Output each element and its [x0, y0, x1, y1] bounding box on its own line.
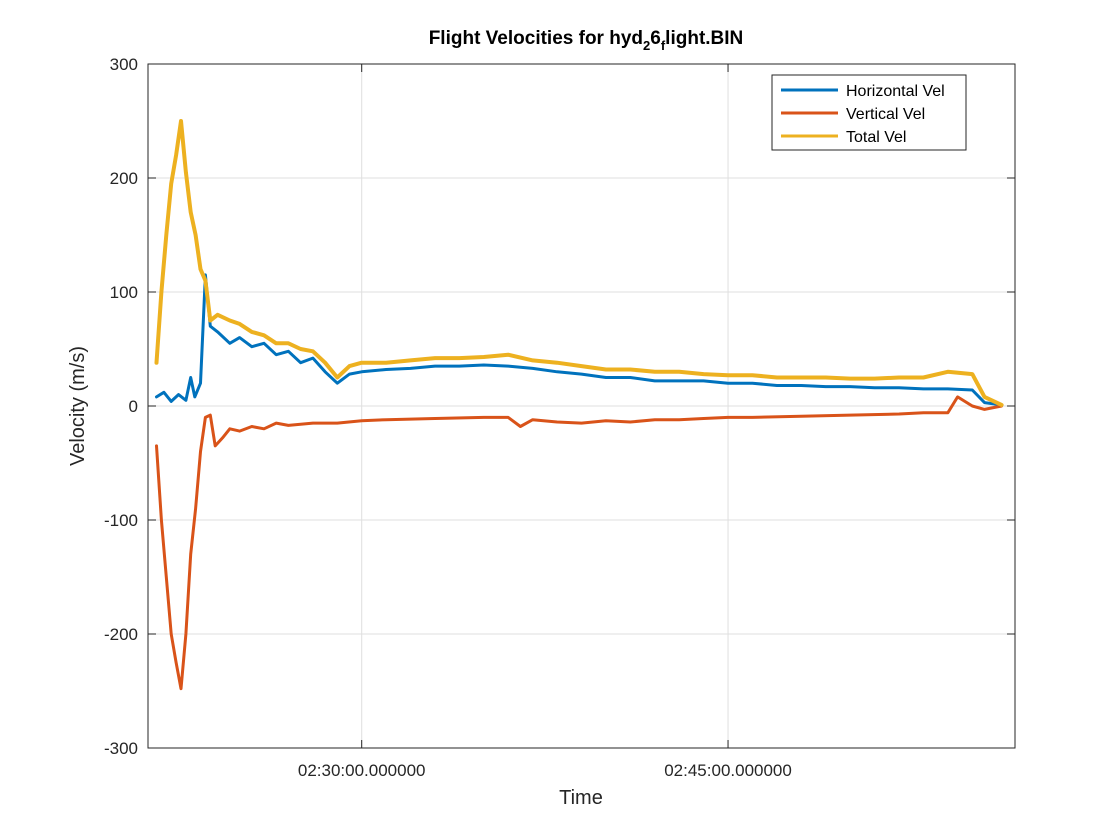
y-tick-label: 0 [129, 397, 138, 416]
legend: Horizontal Vel Vertical Vel Total Vel [771, 74, 967, 151]
y-tick-label: 300 [110, 55, 138, 74]
y-tick-label: -200 [104, 625, 138, 644]
grid-lines [148, 64, 1015, 748]
legend-label-total: Total Vel [846, 129, 906, 146]
legend-label-horizontal: Horizontal Vel [846, 83, 945, 100]
legend-label-vertical: Vertical Vel [846, 106, 925, 123]
y-tick-label: 200 [110, 169, 138, 188]
chart-title: Flight Velocities for hyd26flight.BIN [429, 28, 744, 53]
y-tick-label: 100 [110, 283, 138, 302]
y-axis-label: Velocity (m/s) [67, 346, 89, 466]
y-tick-label: -100 [104, 511, 138, 530]
axis-ticks: -300 -200 -100 0 100 200 300 02:30:00.000000 02:… [104, 55, 1015, 780]
series-line-total-vel [154, 119, 1004, 407]
x-tick-label: 02:30:00.000000 [298, 761, 426, 780]
x-axis-label: Time [559, 787, 603, 809]
x-tick-label: 02:45:00.000000 [664, 761, 792, 780]
y-tick-label: -300 [104, 739, 138, 758]
series-lines [154, 119, 1004, 691]
series-line-vertical-vel [155, 395, 1004, 691]
